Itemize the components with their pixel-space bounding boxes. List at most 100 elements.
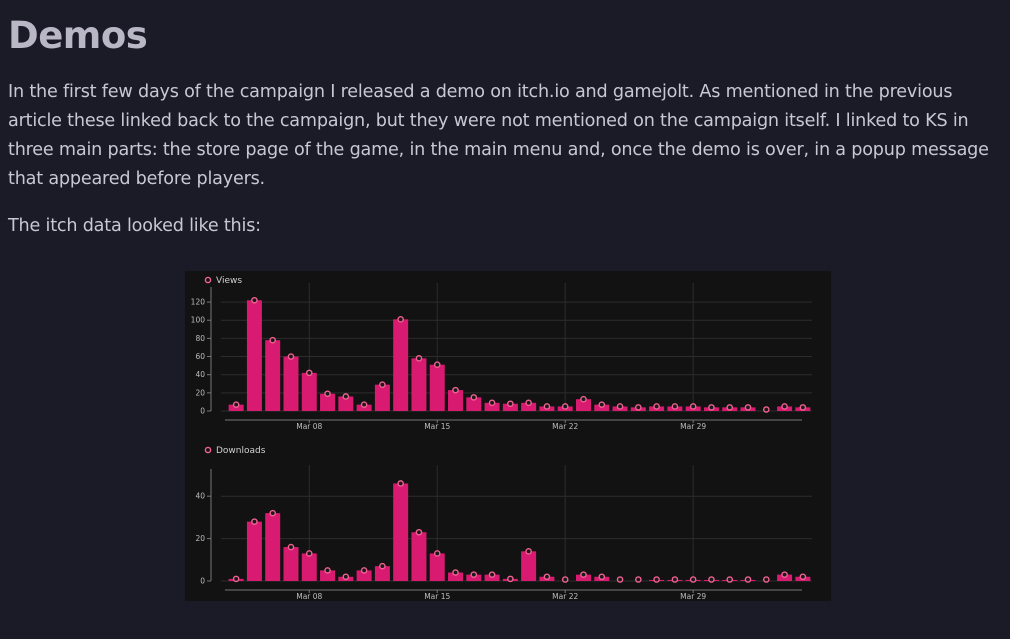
views-point: [543, 403, 551, 410]
downloads-y-tick-label: 40: [195, 492, 205, 501]
downloads-bar: [246, 521, 262, 581]
views-point: [415, 355, 423, 362]
downloads-point: [342, 573, 350, 581]
views-point: [342, 393, 350, 400]
views-y-tick-label: 20: [195, 388, 205, 397]
downloads-point: [580, 571, 587, 578]
downloads-point: [561, 576, 569, 583]
views-bar: [521, 402, 537, 411]
downloads-point: [232, 575, 240, 583]
views-point: [653, 403, 660, 410]
downloads-point: [433, 550, 441, 557]
views-point: [360, 401, 368, 408]
downloads-point: [708, 576, 715, 583]
downloads-point: [525, 548, 532, 555]
downloads-legend-marker: [204, 446, 212, 454]
downloads-point: [635, 576, 642, 583]
downloads-x-tick-label: Mar 08: [296, 592, 322, 601]
downloads-bar: [411, 532, 427, 581]
downloads-point: [269, 509, 277, 517]
views-point: [689, 403, 697, 410]
downloads-point: [653, 576, 660, 583]
views-bar: [301, 372, 317, 411]
section-heading: Demos: [8, 14, 148, 57]
views-point: [762, 406, 770, 413]
views-legend-label: Views: [216, 276, 242, 286]
downloads-bar: [374, 566, 390, 581]
downloads-bar: [301, 553, 317, 581]
views-bar: [411, 358, 427, 411]
downloads-point: [543, 573, 551, 581]
downloads-point: [689, 576, 697, 583]
downloads-point: [507, 575, 514, 583]
views-point: [708, 404, 715, 411]
downloads-bar: [265, 513, 281, 581]
downloads-bar: [320, 570, 336, 581]
views-point: [726, 404, 734, 411]
views-legend-marker: [204, 276, 212, 284]
downloads-point: [799, 573, 807, 581]
downloads-point: [616, 576, 624, 583]
downloads-bar: [429, 553, 445, 581]
views-bar: [265, 340, 281, 411]
views-x-tick-label: Mar 22: [552, 422, 578, 431]
downloads-point: [379, 562, 386, 570]
itch-analytics-svg: Views 0 20 40 60 80 100 120 Mar 08 Mar 15 Mar 22 Ma…: [191, 276, 812, 601]
downloads-point: [488, 571, 496, 578]
views-point: [269, 336, 277, 344]
downloads-point: [397, 480, 404, 487]
views-bar: [338, 396, 354, 411]
downloads-point: [452, 569, 459, 576]
views-y-tick-label: 60: [195, 352, 205, 361]
views-point: [635, 404, 642, 411]
downloads-y-tick-label: 0: [200, 577, 205, 586]
views-point: [616, 403, 624, 410]
views-point: [488, 399, 496, 407]
views-bar: [466, 397, 482, 411]
downloads-x-tick-label: Mar 22: [552, 592, 578, 601]
views-point: [397, 316, 404, 323]
views-bar: [484, 402, 500, 411]
downloads-bar: [521, 551, 537, 581]
views-x-tick-label: Mar 15: [424, 422, 450, 431]
downloads-point: [287, 543, 295, 551]
views-bar: [374, 384, 390, 411]
views-point: [452, 386, 459, 394]
downloads-point: [470, 571, 478, 578]
views-point: [287, 353, 295, 360]
views-point: [305, 369, 313, 377]
views-point: [470, 394, 478, 401]
downloads-bar: [448, 572, 464, 581]
downloads-y-tick-label: 20: [195, 534, 205, 543]
downloads-x-tick-label: Mar 29: [680, 592, 706, 601]
downloads-point: [671, 576, 679, 583]
itch-data-paragraph: The itch data looked like this:: [8, 216, 261, 236]
views-point: [379, 381, 386, 388]
views-y-tick-label: 100: [191, 316, 206, 325]
downloads-point: [324, 567, 331, 574]
views-y-tick-label: 0: [200, 407, 205, 416]
views-point: [433, 361, 441, 369]
downloads-bar: [283, 547, 299, 581]
downloads-point: [415, 528, 423, 536]
views-point: [744, 404, 752, 411]
downloads-point: [598, 573, 606, 581]
views-bar: [448, 390, 464, 411]
downloads-point: [251, 518, 258, 525]
views-bar: [320, 393, 336, 411]
downloads-point: [726, 576, 734, 583]
views-bar: [246, 300, 262, 411]
views-point: [561, 403, 569, 410]
views-point: [324, 390, 331, 398]
views-x-tick-label: Mar 29: [680, 422, 706, 431]
views-point: [799, 404, 807, 411]
views-point: [507, 400, 514, 408]
intro-paragraph: In the first few days of the campaign I …: [8, 82, 989, 189]
views-point: [598, 401, 606, 408]
views-y-tick-label: 80: [195, 334, 205, 343]
views-point: [232, 401, 240, 408]
downloads-bar: [393, 483, 409, 581]
downloads-legend-label: Downloads: [216, 446, 266, 456]
views-x-tick-label: Mar 08: [296, 422, 322, 431]
views-point: [525, 399, 532, 407]
